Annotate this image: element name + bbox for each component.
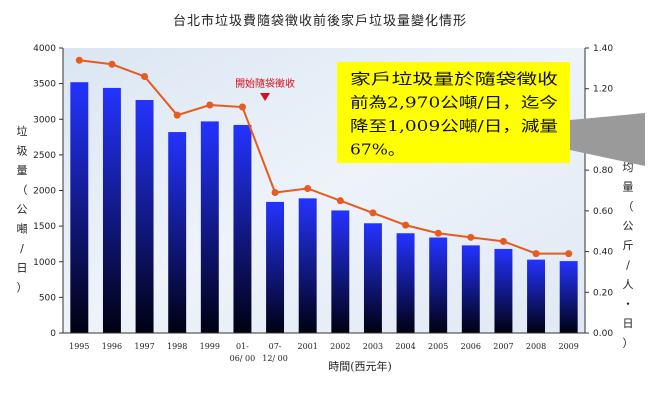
callout-line: 前為2,970公噸/日，迄今 (350, 94, 558, 112)
line-point (238, 103, 246, 111)
bar (102, 87, 121, 334)
per-capita-line (79, 59, 569, 255)
line-point (499, 237, 507, 245)
bar (559, 261, 578, 333)
x-tick-label: 2009 (559, 342, 579, 351)
line-point (336, 197, 344, 205)
right-tick-label: 0.80 (593, 166, 613, 176)
line-point (532, 250, 540, 258)
left-axis-label: 垃圾量（公噸/日） (17, 124, 28, 294)
left-tick-label: 2000 (33, 187, 56, 197)
line-point (141, 73, 149, 80)
left-tick-label: 1000 (33, 258, 56, 268)
x-tick-label: 1996 (102, 342, 122, 351)
line-point (402, 221, 410, 229)
x-tick-label: 1998 (167, 342, 187, 351)
right-tick-label: 1.20 (593, 85, 613, 95)
bar (168, 132, 187, 333)
callout-line: 家戶垃圾量於隨袋徵收 (350, 70, 558, 88)
marker-label: 開始隨袋徵收 (235, 77, 295, 90)
left-axis-ticks: 0 500 1000 1500 2000 2500 3000 3500 4000 (33, 44, 63, 339)
line-point (173, 111, 181, 119)
right-axis-ticks: 0.000.200.400.600.801.001.201.40 (585, 44, 613, 339)
policy-start-marker: 開始隨袋徵收 (235, 77, 295, 101)
x-tick-label: 1997 (134, 342, 154, 351)
right-tick-label: 0.00 (593, 329, 613, 339)
bar (233, 124, 252, 333)
callout-line: 67%。 (350, 141, 405, 159)
bar (70, 82, 89, 333)
line-point (565, 250, 573, 258)
right-tick-label: 0.40 (593, 248, 613, 258)
left-tick-label: 1500 (33, 222, 56, 232)
bar (266, 201, 285, 333)
right-tick-label: 1.40 (593, 44, 613, 54)
bar-series (70, 82, 578, 334)
chart-title: 台北市垃圾費隨袋徵收前後家戶垃圾量變化情形 (173, 13, 467, 29)
down-arrow-icon (260, 93, 271, 101)
axis-label-text: 垃圾量（公噸/日） (17, 124, 28, 294)
line-point (434, 229, 442, 237)
line-series (75, 56, 573, 258)
x-tick-label: 2001 (298, 342, 318, 351)
line-point (304, 184, 312, 192)
x-tick-label: 2002 (330, 342, 350, 351)
callout-line: 降至1,009公噸/日，減量 (350, 117, 558, 135)
right-tick-label: 0.60 (593, 207, 613, 217)
x-tick-label: 2003 (363, 342, 383, 351)
line-point (75, 56, 83, 64)
left-tick-label: 2500 (33, 151, 56, 161)
right-tick-label: 0.20 (593, 288, 613, 298)
x-tick-label: 07-12/ 00 (262, 342, 288, 363)
bar (135, 100, 154, 333)
bar (331, 210, 350, 333)
left-tick-label: 3500 (33, 80, 56, 90)
x-axis-label: 時間(西元年) (328, 359, 392, 373)
x-tick-label: 2008 (526, 342, 546, 351)
bar (494, 248, 513, 333)
bar (527, 259, 546, 333)
bar (363, 223, 382, 333)
x-tick-label: 2005 (428, 342, 448, 351)
callout-background (337, 62, 570, 163)
line-point (467, 233, 475, 241)
line-point (206, 101, 214, 109)
x-tick-label: 2004 (395, 342, 415, 351)
x-tick-label: 1999 (200, 342, 220, 351)
callout-pointer (570, 113, 645, 166)
bar (461, 245, 480, 333)
line-point (108, 60, 116, 68)
bar (200, 121, 219, 333)
left-tick-label: 500 (39, 293, 56, 303)
left-tick-label: 3000 (33, 115, 56, 125)
bar (396, 233, 415, 333)
left-tick-label: 4000 (33, 44, 56, 54)
x-tick-label: 1995 (69, 342, 89, 351)
left-tick-label: 0 (50, 329, 56, 339)
bar (298, 198, 317, 333)
axes (62, 48, 586, 334)
x-tick-label: 2006 (461, 342, 481, 351)
line-point (369, 209, 377, 217)
x-tick-label: 2007 (493, 342, 513, 351)
bar (429, 237, 448, 333)
x-axis-ticks: 1995 1996 1997 1998 1999 01-06/ 00 07-12/ 00 20… (69, 342, 579, 363)
line-point (271, 189, 279, 197)
x-tick-label: 01-06/ 00 (230, 342, 256, 363)
